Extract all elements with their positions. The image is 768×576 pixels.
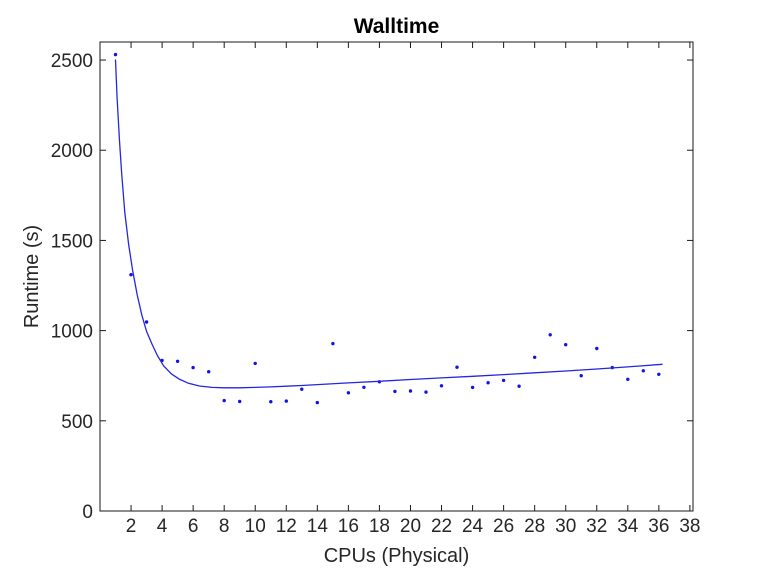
runtime-samples-point <box>517 384 521 388</box>
runtime-samples-point <box>470 385 475 390</box>
runtime-samples-point <box>595 346 599 351</box>
runtime-samples-point <box>331 341 335 346</box>
axes-box <box>99 41 694 512</box>
runtime-samples-point <box>129 273 133 277</box>
runtime-samples-point <box>191 365 195 370</box>
x-tick-label: 36 <box>648 516 669 537</box>
x-tick-label: 32 <box>586 516 607 537</box>
runtime-samples-point <box>641 369 645 373</box>
runtime-samples-point <box>207 370 211 374</box>
x-tick-label: 34 <box>617 516 639 537</box>
runtime-samples-point <box>439 384 444 388</box>
x-tick-label: 26 <box>493 516 514 537</box>
runtime-samples-point <box>284 399 288 403</box>
x-tick-label: 24 <box>462 516 484 537</box>
x-tick-label: 18 <box>369 516 390 537</box>
runtime-samples-point <box>548 333 552 337</box>
runtime-samples-point <box>253 361 257 366</box>
runtime-samples-point <box>626 377 630 381</box>
runtime-samples-point <box>501 378 506 383</box>
y-tick-label: 2500 <box>51 51 93 72</box>
runtime-samples-point <box>238 399 242 404</box>
runtime-samples-point <box>113 52 118 57</box>
x-tick-label: 12 <box>276 516 297 537</box>
x-tick-label: 20 <box>400 516 421 537</box>
runtime-samples-point <box>564 343 568 347</box>
x-tick-label: 30 <box>555 516 576 537</box>
runtime-samples-point <box>144 320 149 324</box>
runtime-samples-point <box>579 374 583 378</box>
runtime-samples-point <box>346 391 351 395</box>
runtime-samples-point <box>455 365 459 369</box>
x-tick-label: 38 <box>679 516 700 537</box>
y-tick-label: 2000 <box>51 141 93 162</box>
runtime-samples-point <box>315 400 319 405</box>
fit-curve-line <box>114 59 663 389</box>
runtime-samples-point <box>533 355 537 359</box>
y-tick-label: 1500 <box>51 231 93 252</box>
runtime-samples-point <box>408 389 413 393</box>
x-tick-label: 28 <box>524 516 545 537</box>
runtime-samples-point <box>362 385 366 389</box>
x-axis-label: CPUs (Physical) <box>324 545 470 567</box>
chart-title: Walltime <box>354 15 440 38</box>
plot-area: 2 4 6 8 10 12 14 16 18 20 22 24 26 28 30 32 34 36 38050010… <box>51 41 700 537</box>
x-tick-label: 6 <box>188 516 199 537</box>
x-tick-label: 16 <box>338 516 359 537</box>
y-tick-label: 500 <box>61 412 93 433</box>
x-tick-label: 14 <box>307 516 329 537</box>
y-tick-label: 0 <box>82 502 93 523</box>
runtime-samples-point <box>657 372 661 376</box>
runtime-samples-point <box>222 398 226 403</box>
y-tick-label: 1000 <box>51 322 93 343</box>
x-tick-label: 4 <box>157 516 168 537</box>
runtime-samples-point <box>300 387 304 391</box>
x-tick-label: 2 <box>126 516 137 537</box>
runtime-samples-point <box>269 400 273 404</box>
runtime-samples-point <box>424 390 428 394</box>
y-axis-label: Runtime (s) <box>21 225 43 328</box>
runtime-samples-point <box>486 381 490 385</box>
runtime-samples-point <box>175 359 180 363</box>
x-tick-label: 22 <box>431 516 452 537</box>
runtime-samples-point <box>393 389 397 394</box>
x-tick-label: 8 <box>219 516 230 537</box>
x-tick-label: 10 <box>245 516 266 537</box>
